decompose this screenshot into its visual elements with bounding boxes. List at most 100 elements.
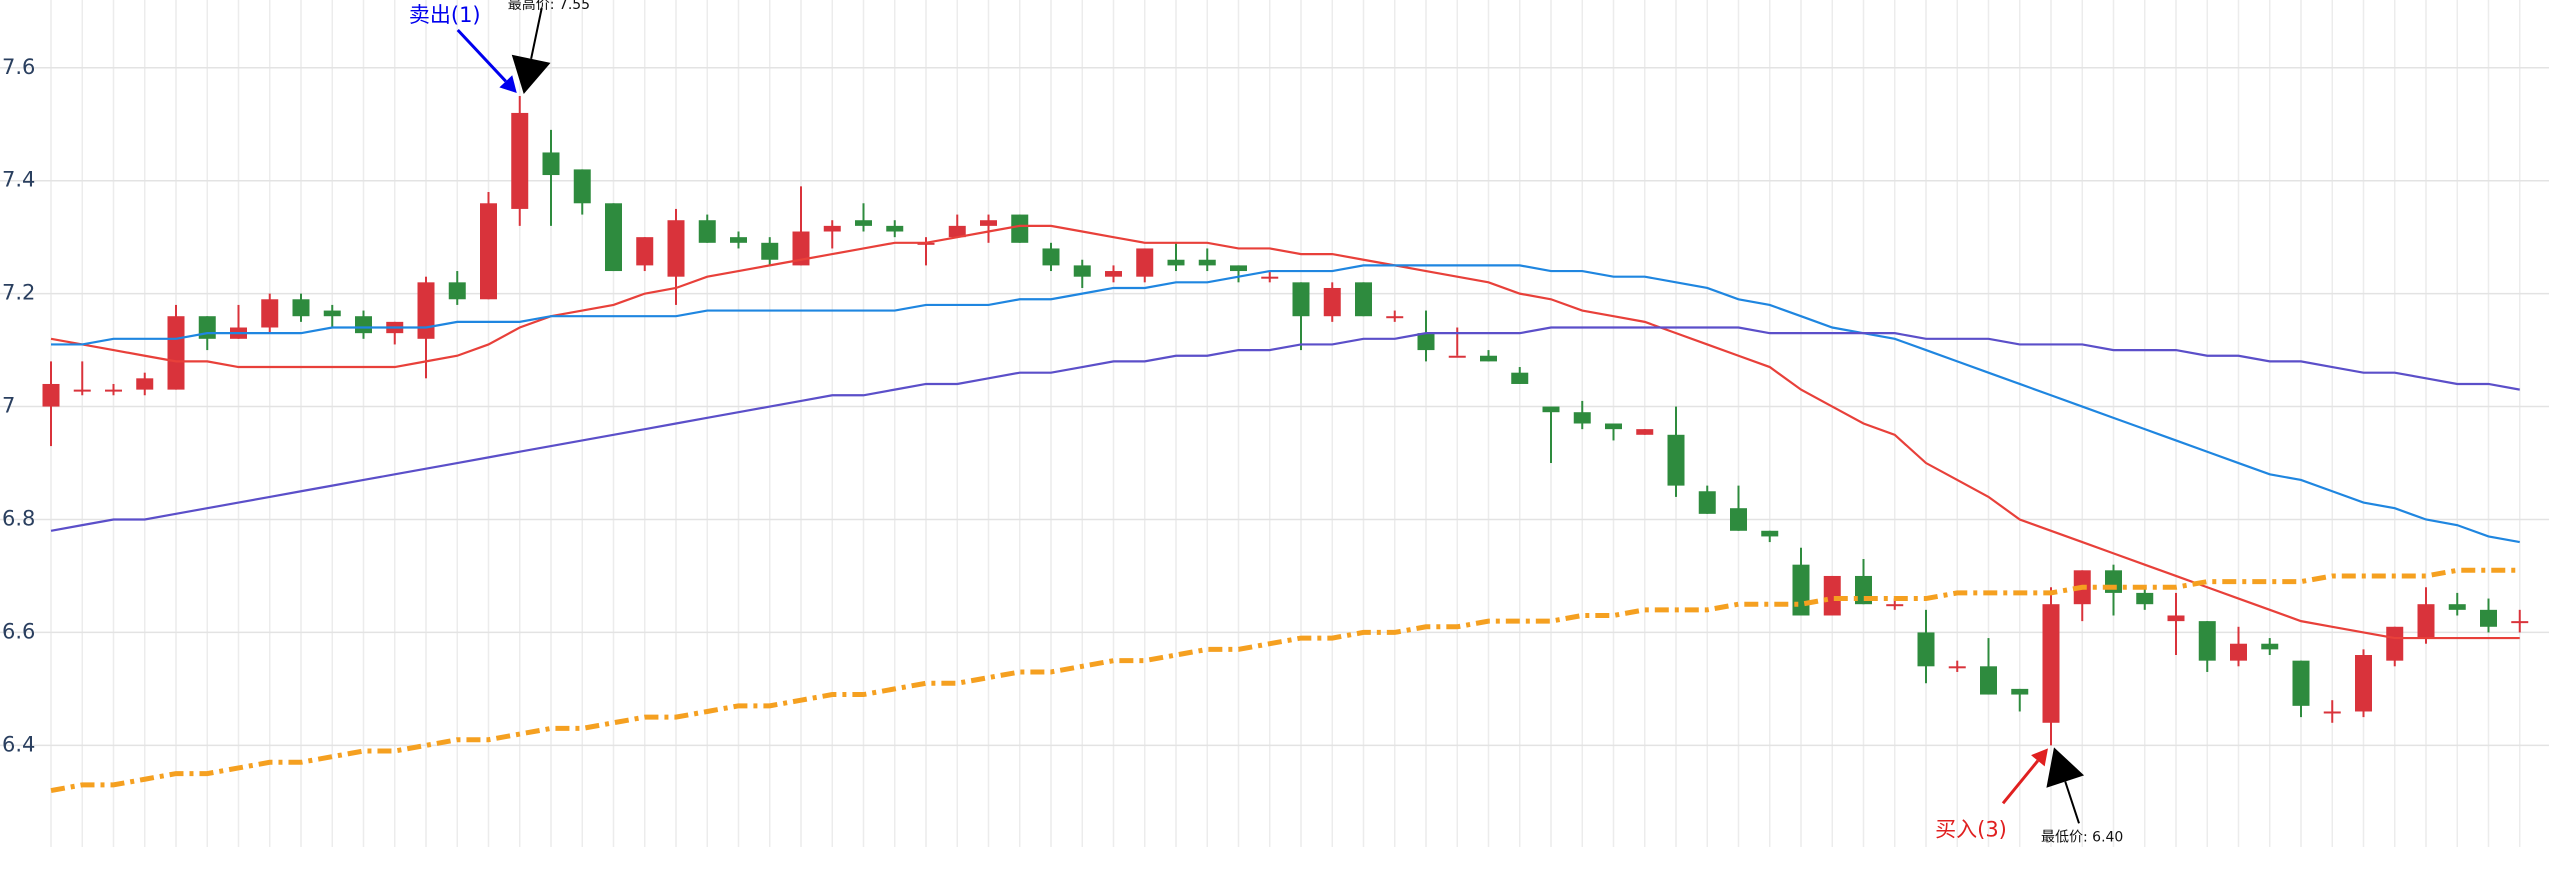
y-tick-label: 6.4 — [2, 732, 35, 756]
candle-body — [542, 152, 560, 176]
candle-body — [2261, 643, 2279, 650]
candle-body — [2480, 609, 2497, 627]
candle-body — [2042, 604, 2060, 723]
candle-body — [1323, 287, 1341, 317]
candle-body — [1105, 271, 1122, 277]
grid: 6.4 6.6 6.8 7 7.2 7.4 7.6 — [0, 0, 2549, 847]
candle-body — [886, 225, 904, 232]
candle-body — [292, 299, 310, 317]
candle-body — [136, 378, 154, 390]
moving-average-line — [50, 224, 2520, 640]
candle-body — [1542, 406, 1560, 413]
candle-body — [1355, 282, 1372, 317]
y-tick-label: 7.6 — [2, 55, 35, 79]
candle-body — [1605, 423, 1622, 430]
candle-body — [2198, 621, 2216, 661]
candle-body — [323, 310, 341, 317]
candle-body — [73, 389, 91, 392]
candle-body — [2448, 604, 2466, 610]
arrow-head — [2046, 747, 2085, 788]
candle-body — [948, 225, 966, 238]
arrow-line — [530, 7, 543, 59]
candle-body — [1073, 265, 1091, 277]
candle-body — [2417, 604, 2435, 639]
candle-body — [511, 112, 529, 209]
candle-body — [2355, 655, 2372, 712]
candle-body — [855, 220, 872, 226]
candle-body — [105, 389, 122, 392]
candle-body — [1011, 214, 1029, 243]
y-tick-label: 7.4 — [2, 168, 35, 192]
candle-body — [980, 220, 997, 226]
candle-body — [1448, 355, 1466, 358]
moving-average-line — [50, 567, 2520, 793]
candle-body — [1730, 508, 1747, 531]
candle-body — [1417, 333, 1435, 351]
candle-body — [1792, 564, 1810, 616]
arrow-head — [2031, 748, 2048, 767]
candle-body — [1886, 604, 1904, 607]
candle-body — [1042, 248, 1060, 266]
candle-body — [730, 237, 747, 243]
y-tick-label: 6.6 — [2, 619, 35, 643]
candle-body — [167, 316, 185, 390]
candle-body — [823, 225, 841, 232]
candle-body — [1198, 259, 1216, 266]
candle-body — [2011, 688, 2029, 695]
candle-body — [2167, 615, 2185, 622]
candle-body — [792, 231, 810, 266]
arrow-head — [511, 54, 551, 94]
candle-body — [1230, 265, 1247, 272]
candle-body — [1292, 282, 1310, 317]
arrow-head — [499, 75, 517, 93]
candle-body — [1167, 259, 1185, 266]
candle-body — [698, 220, 716, 243]
candle-body — [2136, 592, 2154, 605]
candle-body — [1261, 276, 1279, 279]
candle-body — [1511, 372, 1529, 384]
buy-label: 买入(3) — [1935, 817, 2007, 841]
candle-body — [1480, 355, 1497, 362]
candle-body — [636, 237, 654, 266]
candle-body — [2323, 711, 2341, 714]
candle-body — [1698, 491, 1716, 514]
candle-body — [1948, 666, 1966, 669]
candle-body — [1386, 316, 1404, 319]
candle-body — [261, 299, 279, 328]
candle-body — [1761, 530, 1779, 537]
candle-body — [480, 203, 497, 300]
candle-body — [667, 220, 685, 277]
candle-body — [1667, 434, 1685, 486]
candle-body — [1573, 412, 1591, 424]
candle-body — [1636, 429, 1654, 435]
candle-body — [448, 282, 466, 300]
low-label: 最低价: 6.40 — [2041, 829, 2123, 845]
sell-label: 卖出(1) — [409, 3, 481, 27]
candle-body — [2292, 660, 2310, 706]
arrow-line — [2064, 781, 2080, 824]
candle-body — [198, 316, 216, 339]
y-tick-label: 7.2 — [2, 281, 35, 305]
plot-area — [42, 95, 2529, 793]
moving-average-line — [51, 264, 2520, 544]
annotations: 卖出(1) 最高价: 7.55 买入(3) 最低价: 6.40 — [409, 0, 2123, 845]
candle-body — [2230, 643, 2247, 661]
candle-body — [355, 316, 372, 334]
candle-body — [42, 383, 60, 407]
candle-body — [417, 282, 435, 339]
candle-body — [573, 169, 591, 204]
candle-body — [2386, 626, 2404, 661]
high-label: 最高价: 7.55 — [508, 0, 590, 13]
candle-body — [761, 242, 779, 260]
candle-body — [1917, 632, 1935, 667]
arrow-line — [2001, 759, 2040, 805]
candle-body — [1136, 248, 1154, 277]
candle-body — [2511, 621, 2529, 624]
candle-body — [1823, 575, 1841, 616]
y-tick-label: 6.8 — [2, 506, 35, 530]
y-tick-label: 7 — [2, 394, 15, 418]
candle-body — [605, 203, 622, 272]
candle-body — [1980, 666, 1997, 695]
